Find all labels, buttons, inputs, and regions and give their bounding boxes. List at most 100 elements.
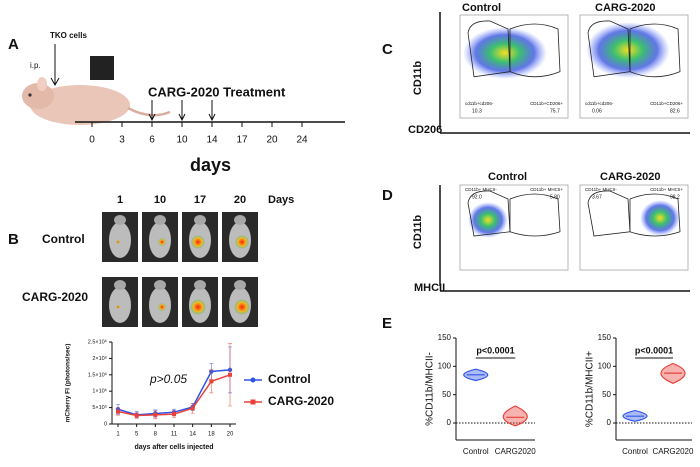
data-point xyxy=(134,413,139,418)
y-tick-label: 1×10⁶ xyxy=(92,388,107,395)
data-point xyxy=(209,379,214,384)
signal-spot xyxy=(158,238,166,246)
route-label: i.p. xyxy=(30,61,41,70)
gate-name: CD11b+ MHCII+ xyxy=(650,187,683,192)
cell-population xyxy=(586,22,670,78)
cell-population xyxy=(468,202,508,238)
gate-name: CD11b+ MHCII- xyxy=(465,187,497,192)
y-tick-label: 50 xyxy=(602,390,611,399)
cell-population xyxy=(463,27,547,79)
day-label: 20 xyxy=(234,194,246,206)
annotation: p<0.0001 xyxy=(476,345,514,355)
injection-arrow xyxy=(50,44,60,87)
gate-name: cd11b+cd206- xyxy=(465,101,494,106)
treatment-label: CARG-2020 Treatment xyxy=(148,84,286,99)
y-axis-label: %CD11b/MHCII+ xyxy=(585,351,596,427)
data-point xyxy=(190,406,195,411)
x-tick-label: 5 xyxy=(135,432,139,438)
timeline-tick-label: 10 xyxy=(176,135,188,146)
y-tick-label: 1.5×10⁶ xyxy=(88,371,107,378)
column-title: Control xyxy=(462,2,501,14)
y-tick-label: 2×10⁶ xyxy=(92,355,107,362)
panel-label: E xyxy=(382,315,392,332)
legend-marker xyxy=(250,399,256,405)
mouse-body xyxy=(109,287,131,323)
panel-label: A xyxy=(8,36,19,53)
data-point xyxy=(172,412,176,417)
timeline-tick-label: 24 xyxy=(296,135,308,146)
mouse-head xyxy=(114,215,126,225)
x-axis-label: days after cells injected xyxy=(135,444,214,451)
gate-name: CD11b+ MHCII- xyxy=(585,187,617,192)
signal-spot xyxy=(190,299,206,315)
timeline-tick-label: 20 xyxy=(266,135,278,146)
x-tick-label: 8 xyxy=(154,432,158,438)
mouse-head xyxy=(154,280,166,290)
y-tick-label: 0 xyxy=(447,418,452,427)
gate-value: 98.2 xyxy=(670,194,680,200)
timeline-tick-label: 6 xyxy=(149,135,155,146)
x-tick-label: CARG2020 xyxy=(495,447,536,456)
x-tick-label: Control xyxy=(622,447,648,456)
signal-spot xyxy=(235,235,249,249)
mouse-head xyxy=(234,215,246,225)
signal-spot xyxy=(158,303,166,311)
day-label: 10 xyxy=(154,194,166,206)
x-tick-label: Control xyxy=(463,447,489,456)
gate-value: 0.06 xyxy=(592,108,602,114)
legend-marker xyxy=(250,377,256,383)
x-axis-label: MHCII xyxy=(414,282,445,294)
timeline-tick-label: 0 xyxy=(89,135,95,146)
timeline-tick-label: 14 xyxy=(206,135,218,146)
gate xyxy=(629,193,681,237)
timeline-tick-label: 3 xyxy=(119,135,125,146)
mouse-head xyxy=(154,215,166,225)
gate xyxy=(587,20,631,78)
gate-name: CD11b+CD206+ xyxy=(530,101,563,106)
y-tick-label: 100 xyxy=(598,361,612,370)
signal-spot xyxy=(116,305,120,309)
mouse-head xyxy=(194,215,206,225)
treatment-arrow xyxy=(178,100,186,122)
gate-value: 92.0 xyxy=(472,194,482,200)
gate-value: 3.67 xyxy=(592,194,602,200)
gate-name: CD11b+ MHCII+ xyxy=(530,187,563,192)
x-axis-label: CD206 xyxy=(408,124,442,136)
gate xyxy=(629,23,681,78)
gate xyxy=(509,23,561,78)
panel-label: B xyxy=(8,231,19,248)
mouse-body xyxy=(109,222,131,258)
data-point xyxy=(153,412,158,417)
cell-population xyxy=(640,200,680,236)
cells-label: TKO cells xyxy=(50,31,87,40)
mouse-head xyxy=(114,280,126,290)
signal-spot xyxy=(191,235,205,249)
row-label: Control xyxy=(42,232,85,246)
x-tick-label: 11 xyxy=(171,432,178,438)
gate-name: cd11b+cd206- xyxy=(585,101,614,106)
gate-value: 10.3 xyxy=(472,108,482,114)
y-tick-label: 2.5×10⁶ xyxy=(88,338,107,345)
x-tick-label: 1 xyxy=(116,432,120,438)
gate xyxy=(587,190,631,237)
mouse-head xyxy=(194,280,206,290)
gate-value: 5.80 xyxy=(550,194,560,200)
timeline-tick-label: 17 xyxy=(236,135,248,146)
y-axis-label: CD11b xyxy=(412,61,424,96)
y-tick-label: 0 xyxy=(607,418,612,427)
y-tick-label: 5×10⁵ xyxy=(92,404,107,411)
annotation: p>0.05 xyxy=(149,372,187,386)
y-tick-label: 150 xyxy=(598,333,612,342)
gate-name: CD11b+CD206+ xyxy=(650,101,683,106)
x-tick-label: CARG2020 xyxy=(653,447,694,456)
y-tick-label: 50 xyxy=(442,390,451,399)
legend-label: Control xyxy=(268,372,311,386)
column-title: CARG-2020 xyxy=(595,2,656,14)
signal-spot xyxy=(116,240,120,244)
y-tick-label: 150 xyxy=(438,333,452,342)
y-axis-label: mCherry FI (photons/sec) xyxy=(65,344,72,423)
day-label: 17 xyxy=(194,194,206,206)
gate xyxy=(467,190,511,237)
column-title: CARG-2020 xyxy=(600,171,661,183)
